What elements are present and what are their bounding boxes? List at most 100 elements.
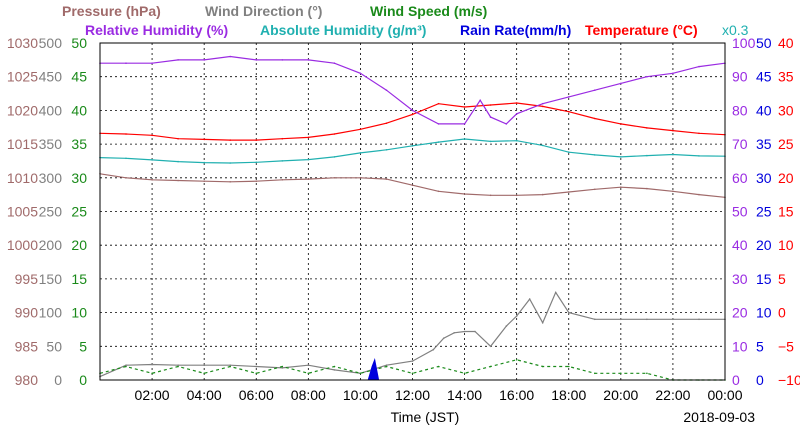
data-point [698,155,700,157]
data-point [554,291,557,294]
data-point [594,154,596,156]
tick-label-pressure: 1000 [7,237,38,253]
tick-label-pressure: 990 [15,305,39,321]
tick-label-wind-speed: 35 [71,136,87,152]
data-point [281,365,284,368]
data-point [515,194,518,197]
data-point [255,365,258,368]
tick-label-temperature: −10 [778,372,800,388]
data-point [489,194,492,197]
data-point [698,318,700,321]
tick-label-wind-speed: 25 [71,204,87,220]
data-point [385,178,388,180]
grid-lines [100,43,725,380]
data-point [177,160,179,163]
tick-label-rain-rate: 50 [756,35,772,51]
data-point [505,325,508,327]
data-point [385,364,388,367]
data-point [229,162,231,164]
legend-wind-speed: Wind Speed (m/s) [370,3,487,19]
data-point [646,318,648,321]
tick-label-rain-rate: 0 [756,372,764,388]
data-point [515,139,518,142]
data-point [333,133,336,135]
data-point [151,363,153,366]
data-point [151,134,153,137]
data-point [255,372,258,375]
data-point [307,178,310,180]
tick-label-temperature: −5 [778,338,794,354]
tick-label-rain-rate: 35 [756,136,772,152]
series-wind-direction [99,291,726,378]
tick-label-wind-speed: 10 [71,305,87,321]
date-label: 2018-09-03 [683,409,755,425]
data-point [385,89,388,91]
x-tick-label: 02:00 [135,387,170,403]
tick-label-rain-rate: 10 [756,305,772,321]
data-point [672,72,674,75]
data-point [620,156,622,158]
data-point [281,137,284,140]
data-point [125,365,127,368]
data-point [672,190,674,193]
data-point [229,364,231,367]
data-point [437,190,440,193]
tick-label-pressure: 1020 [7,102,38,118]
data-point [568,365,570,368]
data-point [646,127,648,129]
data-point [359,152,362,154]
tick-label-wind-direction: 350 [39,136,63,152]
tick-label-rain-rate: 20 [756,237,772,253]
data-point [474,330,476,333]
tick-label-pressure: 1015 [7,136,38,152]
tick-label-relative-humidity: 50 [732,204,748,220]
data-point [463,330,466,333]
data-point [515,102,518,104]
legend-wind-direction: Wind Direction (°) [205,3,322,19]
tick-label-pressure: 1025 [7,69,38,85]
data-point [568,96,570,98]
tick-label-relative-humidity: 60 [732,170,748,186]
data-point [177,179,179,182]
tick-label-rain-rate: 30 [756,170,772,186]
data-point [489,365,492,368]
tick-label-temperature: 10 [778,237,794,253]
tick-label-wind-direction: 150 [39,271,63,287]
tick-label-temperature: 0 [778,305,786,321]
data-point [463,138,466,140]
tick-label-relative-humidity: 20 [732,305,748,321]
tick-label-wind-direction: 500 [39,35,63,51]
tick-label-wind-speed: 40 [71,102,87,118]
data-point [437,123,440,125]
data-point [646,187,648,190]
tick-label-pressure: 985 [15,338,39,354]
tick-label-wind-direction: 400 [39,102,63,118]
data-point [411,109,414,112]
data-point [411,113,414,116]
data-point [515,113,518,115]
data-point [359,372,362,375]
data-point [359,72,362,75]
data-point [333,365,336,368]
data-point [307,59,310,61]
data-point [281,179,284,181]
tick-label-wind-direction: 300 [39,170,63,186]
tick-label-pressure: 995 [15,271,39,287]
data-point [568,151,570,153]
data-point [333,156,336,158]
data-point [541,193,544,196]
data-point [333,369,336,371]
data-point [151,62,153,64]
data-point [229,139,231,141]
x-tick-label: 14:00 [447,387,482,403]
data-point [698,193,700,196]
data-point [442,337,445,340]
tick-label-rain-rate: 15 [756,271,772,287]
tick-label-wind-speed: 0 [79,372,87,388]
tick-label-pressure: 980 [15,372,39,388]
data-point [489,140,492,143]
data-point [385,122,388,124]
data-point [177,137,179,140]
data-point [453,332,456,334]
data-point [307,364,310,367]
